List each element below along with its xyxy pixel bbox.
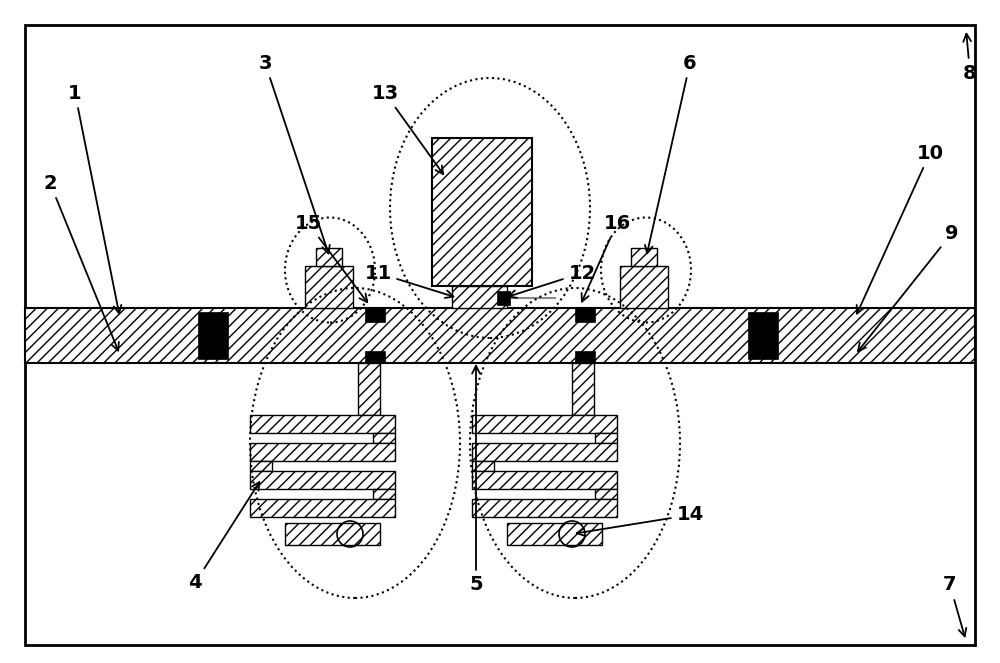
Bar: [250, 461, 272, 471]
Bar: [472, 471, 617, 489]
Bar: [250, 471, 395, 489]
Text: 7: 7: [943, 575, 966, 636]
Bar: [305, 266, 353, 308]
Bar: [472, 499, 617, 517]
Bar: [595, 489, 617, 499]
Bar: [432, 138, 532, 286]
Bar: [620, 266, 668, 308]
Bar: [25, 308, 975, 363]
Bar: [198, 312, 228, 359]
Text: 14: 14: [577, 505, 704, 536]
Bar: [507, 523, 602, 545]
Text: 10: 10: [857, 143, 944, 314]
Bar: [572, 363, 594, 415]
Text: 12: 12: [509, 263, 596, 298]
Bar: [316, 248, 342, 266]
Bar: [358, 363, 380, 415]
Bar: [250, 415, 395, 433]
Bar: [472, 415, 617, 433]
Text: 1: 1: [68, 84, 121, 314]
Bar: [595, 433, 617, 443]
Text: 11: 11: [364, 263, 453, 298]
Bar: [631, 248, 657, 266]
Bar: [748, 312, 778, 359]
Bar: [575, 351, 595, 363]
Bar: [365, 308, 385, 322]
Bar: [250, 443, 395, 461]
Text: 9: 9: [858, 223, 959, 351]
Text: 8: 8: [963, 34, 977, 82]
Text: 5: 5: [469, 366, 483, 595]
Text: 13: 13: [371, 84, 443, 174]
Text: 3: 3: [258, 54, 330, 253]
Bar: [365, 351, 385, 363]
Bar: [472, 443, 617, 461]
Text: 2: 2: [43, 174, 119, 351]
Text: 6: 6: [645, 54, 697, 253]
Bar: [472, 461, 494, 471]
Bar: [373, 433, 395, 443]
Text: 16: 16: [582, 213, 631, 302]
Text: 15: 15: [294, 213, 367, 302]
Bar: [285, 523, 380, 545]
Bar: [452, 286, 507, 308]
Bar: [575, 308, 595, 322]
Bar: [250, 499, 395, 517]
Bar: [373, 489, 395, 499]
Bar: [497, 291, 510, 305]
Text: 4: 4: [188, 482, 259, 593]
